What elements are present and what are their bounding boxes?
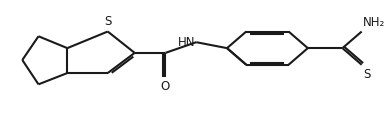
Text: O: O [161, 80, 170, 93]
Text: HN: HN [177, 36, 195, 49]
Text: S: S [363, 68, 370, 81]
Text: NH₂: NH₂ [363, 16, 385, 29]
Text: S: S [104, 15, 111, 28]
